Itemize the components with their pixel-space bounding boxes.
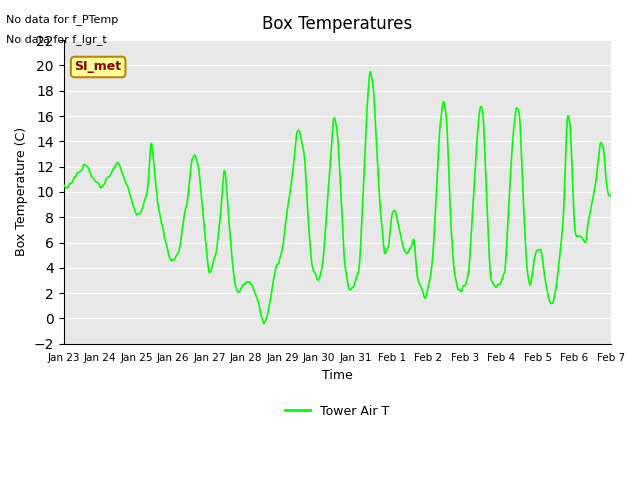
Text: SI_met: SI_met	[75, 60, 122, 73]
Legend: Tower Air T: Tower Air T	[280, 399, 394, 422]
Y-axis label: Box Temperature (C): Box Temperature (C)	[15, 127, 28, 256]
X-axis label: Time: Time	[322, 369, 353, 382]
Text: No data for f_PTemp: No data for f_PTemp	[6, 14, 118, 25]
Title: Box Temperatures: Box Temperatures	[262, 15, 412, 33]
Text: No data for f_lgr_t: No data for f_lgr_t	[6, 34, 107, 45]
